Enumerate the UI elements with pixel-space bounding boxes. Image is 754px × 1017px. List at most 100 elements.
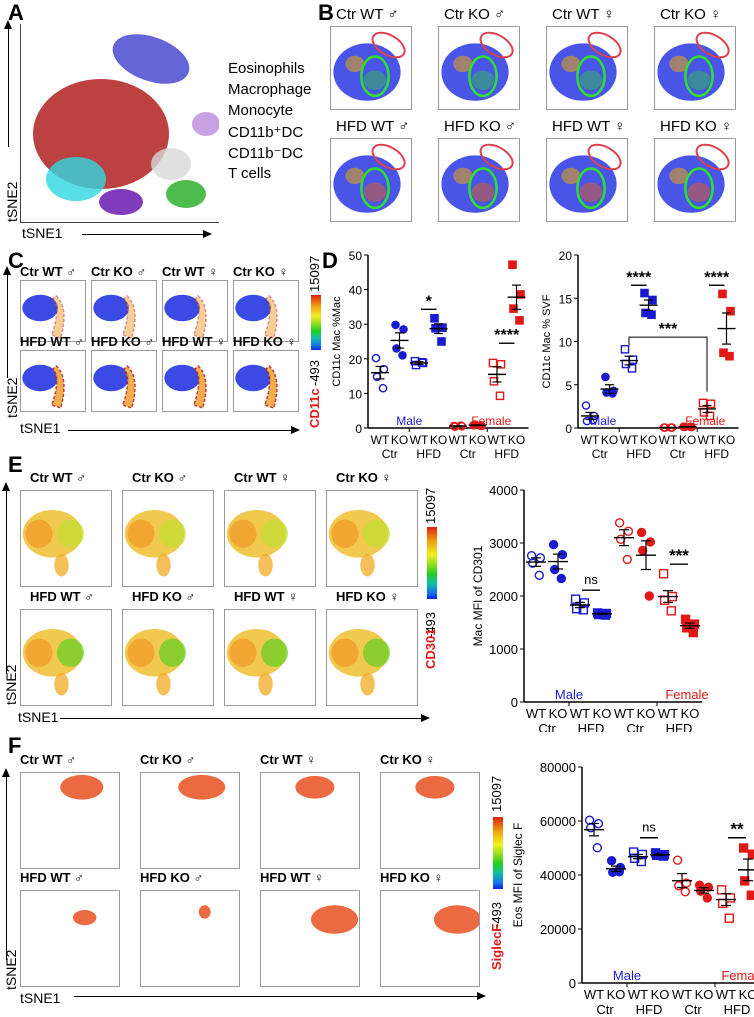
x-category-label: KO [681,706,700,721]
x-category-label: KO [640,433,657,447]
x-group-label: Ctr [670,447,686,461]
panel-label-c: C [8,248,24,273]
data-point [614,518,625,528]
panel-f-tsne-plot [140,772,240,869]
panel-c-title-hfd-ko-female: HFD KO ♀ [233,334,297,349]
x-category-label: KO [469,433,486,447]
data-point [706,399,716,409]
x-category-label: WT [570,706,590,721]
data-point [627,364,637,373]
data-point [570,594,581,604]
panel-b-tsne-plot [330,138,412,222]
x-category-label: KO [695,987,714,1002]
data-point [637,545,648,556]
panel-f-tsne-plot [380,772,480,869]
cluster-eosinophils [112,34,190,84]
data-point [726,306,735,316]
x-group-label: Ctr [382,447,398,461]
data-point [725,893,736,903]
panel-label-a: A [8,0,24,25]
data-point [623,526,634,537]
significance-bracket [628,336,708,392]
panel-e-colorbar [427,527,437,599]
data-point [508,260,517,269]
panel-a-legend: Eosinophils Macrophage Monocyte CD11b⁺DC… [228,60,318,190]
data-point [622,554,633,565]
legend-eosinophils: Eosinophils [228,60,305,77]
x-category-label: WT [659,433,678,447]
panel-b-title-ctr-ko-female: Ctr KO ♀ [660,6,722,23]
x-group-label: Ctr [626,721,644,732]
data-point [600,610,611,620]
data-point [489,376,499,386]
y-tick-label: 60000 [540,814,576,829]
panel-e-title-hfd-wt-female: HFD WT ♀ [234,589,298,604]
panel-b-tsne-plot [546,138,628,222]
x-group-label: Ctr [460,447,476,461]
data-point [582,416,592,426]
y-tick-label: 15 [559,292,573,306]
y-tick-label: 20 [559,249,573,263]
panel-c-tsne-plot [20,350,86,412]
data-point [556,573,567,584]
data-point [698,398,708,408]
data-point [601,372,610,382]
data-point [526,551,537,561]
panel-c-title-ctr-wt-female: Ctr WT ♀ [162,264,218,279]
cluster-cd11b-pos-dc [99,189,143,215]
panel-c-xlabel: tSNE1 [20,420,61,436]
x-category-label: KO [601,433,618,447]
data-point [488,358,498,368]
panel-f-tsne-plot [260,772,360,869]
x-category-label: WT [698,433,717,447]
x-category-label: WT [488,433,507,447]
data-point [688,627,699,638]
panel-e-title-ctr-wt-male: Ctr WT ♂ [30,470,86,485]
panel-e-tsne-plot [224,609,316,706]
sex-label-female: Female [721,968,754,983]
y-axis-label: CD11c Mac % SVF [541,294,553,388]
panel-label-f: F [8,733,22,758]
x-category-label: WT [620,433,639,447]
data-point [548,539,559,550]
panel-c-tsne-plot [162,280,228,342]
data-point [680,614,691,625]
panel-a-cluster-map [33,34,220,215]
panel-e-colorbar-max: 15097 [423,487,438,524]
y-tick-label: 10 [559,336,573,350]
significance-label: *** [669,546,689,565]
data-point [672,855,683,865]
data-point [620,344,630,354]
panel-e-colorbar-marker: CD301 [423,628,438,669]
x-group-label: HFD [416,447,441,461]
panel-e-title-hfd-wt-male: HFD WT ♂ [30,589,94,604]
panel-c-title-hfd-wt-female: HFD WT ♀ [162,334,226,349]
panel-f-title-ctr-wt-female: Ctr WT ♀ [260,752,316,767]
x-group-label: Ctr [538,721,556,732]
panel-f-title-ctr-wt-male: Ctr WT ♂ [20,752,76,767]
panel-c-tsne-plot [91,280,157,342]
data-point [437,337,446,346]
panel-c-colorbar [311,295,321,350]
y-tick-label: 0 [355,422,362,436]
panel-b-title-ctr-wt-male: Ctr WT ♂ [336,6,399,23]
panel-c-title-hfd-wt-male: HFD WT ♂ [20,334,84,349]
panel-e-title-hfd-ko-male: HFD KO ♂ [132,589,196,604]
x-category-label: KO [508,433,525,447]
y-tick-label: 3000 [489,536,518,551]
legend-macrophage: Macrophage [228,81,312,98]
panel-f-title-ctr-ko-male: Ctr KO ♂ [140,752,196,767]
data-point [644,591,655,601]
panel-c-title-ctr-wt-male: Ctr WT ♂ [20,264,76,279]
panel-label-e: E [8,452,23,477]
panel-b-title-ctr-ko-male: Ctr KO ♂ [444,6,506,23]
sex-label-female: Female [665,687,708,702]
data-point [716,885,727,895]
data-point [666,606,677,616]
data-point [527,558,538,568]
y-tick-label: 0 [569,976,576,991]
y-tick-label: 2000 [489,589,518,604]
x-category-label: WT [410,433,429,447]
panel-e-title-hfd-ko-female: HFD KO ♀ [336,589,400,604]
legend-monocyte: Monocyte [228,102,294,119]
